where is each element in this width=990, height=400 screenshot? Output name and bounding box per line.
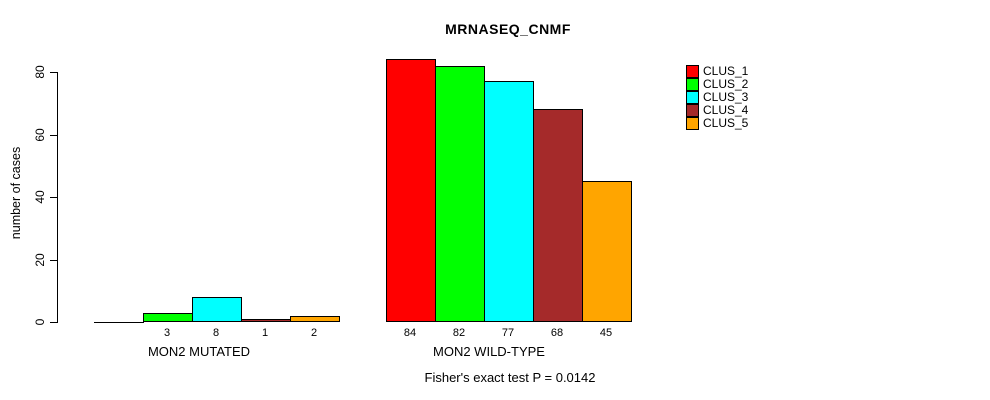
legend-label-CLUS_3: CLUS_3 xyxy=(703,90,749,104)
y-tick-label: 80 xyxy=(33,65,47,79)
bar-CLUS_3-MON2-MUTATED xyxy=(191,297,242,322)
bar-CLUS_3-MON2-WILD-TYPE xyxy=(483,81,534,322)
y-tick-label: 60 xyxy=(33,127,47,142)
legend-item-CLUS_3: CLUS_3 xyxy=(686,91,776,104)
bar-value-label: 77 xyxy=(501,327,515,339)
bar-CLUS_5-MON2-WILD-TYPE xyxy=(581,181,632,322)
legend-item-CLUS_4: CLUS_4 xyxy=(686,104,776,117)
bar-value-label: 84 xyxy=(403,327,417,339)
y-tick xyxy=(50,259,57,261)
group-label-mon2-wild-type: MON2 WILD-TYPE xyxy=(433,344,545,359)
bar-CLUS_1-MON2-MUTATED-zero xyxy=(93,322,144,323)
y-tick xyxy=(50,197,57,198)
legend-label-CLUS_5: CLUS_5 xyxy=(703,116,749,130)
y-tick-label: 40 xyxy=(33,190,47,204)
bar-value-label: 82 xyxy=(452,327,466,339)
legend-item-CLUS_1: CLUS_1 xyxy=(686,65,776,78)
legend-swatch-CLUS_3 xyxy=(686,91,699,104)
legend-swatch-CLUS_5 xyxy=(686,117,699,130)
bar-CLUS_1-MON2-WILD-TYPE xyxy=(385,59,436,322)
chart-title: MRNASEQ_CNMF xyxy=(445,21,571,37)
legend-label-CLUS_4: CLUS_4 xyxy=(703,103,749,117)
legend-label-CLUS_1: CLUS_1 xyxy=(703,64,749,78)
bar-value-label: 68 xyxy=(550,327,564,339)
legend-swatch-CLUS_1 xyxy=(686,65,699,78)
y-tick-label: 0 xyxy=(33,318,47,326)
bar-CLUS_4-MON2-MUTATED xyxy=(240,319,291,322)
bar-CLUS_2-MON2-MUTATED xyxy=(142,313,193,322)
bar-value-label: 8 xyxy=(212,327,220,339)
legend-item-CLUS_5: CLUS_5 xyxy=(686,117,776,130)
y-tick-label: 20 xyxy=(33,252,47,267)
legend-swatch-CLUS_4 xyxy=(686,104,699,117)
note-fisher-test: Fisher's exact test P = 0.0142 xyxy=(424,370,596,385)
bar-CLUS_4-MON2-WILD-TYPE xyxy=(532,109,583,322)
y-tick xyxy=(50,134,57,136)
legend-label-CLUS_2: CLUS_2 xyxy=(703,77,749,91)
y-tick xyxy=(50,322,57,323)
y-axis-line xyxy=(57,72,58,323)
bar-value-label: 2 xyxy=(310,327,318,339)
y-tick xyxy=(50,72,57,73)
group-label-mon2-mutated: MON2 MUTATED xyxy=(147,344,251,359)
legend-item-CLUS_2: CLUS_2 xyxy=(686,78,776,91)
bar-value-label: 45 xyxy=(599,327,613,339)
bar-value-label: 1 xyxy=(261,327,269,339)
bar-CLUS_5-MON2-MUTATED xyxy=(289,316,340,322)
bar-CLUS_2-MON2-WILD-TYPE xyxy=(434,66,485,322)
bar-value-label: 3 xyxy=(163,327,171,339)
y-axis-title: number of cases xyxy=(9,146,23,240)
legend-swatch-CLUS_2 xyxy=(686,78,699,91)
